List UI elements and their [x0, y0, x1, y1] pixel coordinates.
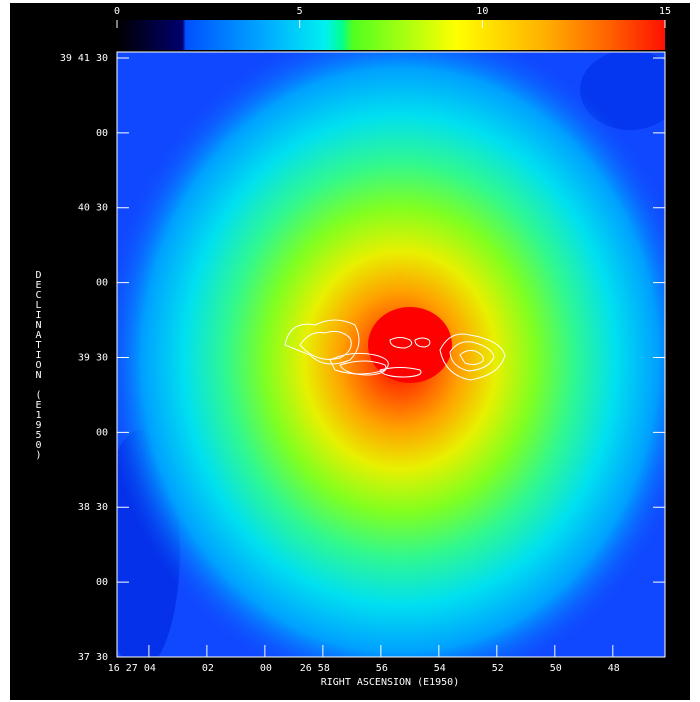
x-tick-label: 00: [260, 663, 272, 674]
x-tick-label: 48: [608, 663, 620, 674]
x-tick-label: 56: [376, 663, 388, 674]
x-axis-label: RIGHT ASCENSION (E1950): [321, 677, 459, 688]
y-tick-label: 00: [96, 427, 108, 438]
colorbar-tick-label: 5: [297, 6, 303, 17]
y-tick-label: 00: [96, 577, 108, 588]
map: [100, 20, 700, 700]
y-tick-label: 39 41 30: [60, 53, 108, 64]
y-tick-label: 00: [96, 278, 108, 289]
x-tick-label: 26 58: [300, 663, 330, 674]
y-tick-label: 39 30: [78, 352, 108, 363]
x-tick-label: 50: [550, 663, 562, 674]
y-tick-label: 00: [96, 128, 108, 139]
colorbar-tick-label: 15: [659, 6, 671, 17]
colorbar-tick-label: 10: [476, 6, 488, 17]
y-axis-label: DECLINATION (E1950): [33, 270, 43, 460]
page: RIGHT ASCENSION (E1950) 39 41 30 00 40 30 0…: [0, 0, 700, 702]
x-tick-label: 54: [434, 663, 446, 674]
y-tick-label: 40 30: [78, 203, 108, 214]
y-tick-label: 38 30: [78, 502, 108, 513]
chart: RIGHT ASCENSION (E1950) 39 41 30 00 40 30 0…: [0, 0, 700, 702]
x-tick-label: 02: [202, 663, 214, 674]
colorbar-tick-label: 0: [114, 6, 120, 17]
x-tick-label: 16 27 04: [108, 663, 156, 674]
colorbar: [117, 20, 665, 50]
x-tick-label: 52: [492, 663, 504, 674]
y-tick-label: 37 30: [78, 652, 108, 663]
